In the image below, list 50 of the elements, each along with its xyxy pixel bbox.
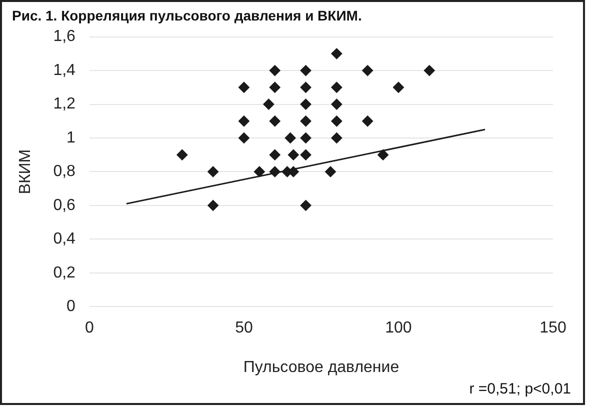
point — [284, 132, 296, 144]
point — [362, 116, 374, 127]
y-tick-label: 0 — [66, 298, 76, 316]
point — [269, 65, 280, 76]
x-axis-title: Пульсовое давление — [243, 358, 400, 376]
x-tick-label: 150 — [540, 320, 566, 337]
point — [331, 116, 342, 127]
y-axis-title: ВКИМ — [17, 149, 34, 194]
point — [378, 149, 389, 160]
point — [269, 166, 280, 178]
point — [300, 116, 312, 127]
y-tick-label: 1,2 — [53, 96, 76, 113]
point — [208, 200, 219, 211]
point — [331, 48, 342, 60]
x-tick-label: 0 — [84, 320, 94, 337]
point — [300, 149, 312, 160]
point — [300, 200, 312, 211]
y-tick-label: 1 — [66, 129, 76, 146]
point — [392, 82, 404, 93]
point — [176, 149, 188, 160]
point — [300, 82, 312, 93]
y-tick-label: 0,6 — [53, 196, 76, 214]
text: r =0,51; p<0,01 — [469, 380, 571, 398]
point — [238, 116, 250, 127]
point — [424, 65, 435, 76]
point — [331, 82, 342, 93]
x-tick-label: 100 — [385, 320, 412, 337]
point — [362, 65, 374, 76]
x-tick-label: 50 — [235, 320, 253, 337]
point — [288, 149, 299, 160]
y-tick-label: 0,4 — [53, 230, 76, 248]
point — [300, 98, 312, 110]
chart-title: Рис. 1. Корреляция пульсового давления и ВКИМ. — [12, 7, 362, 24]
point — [331, 132, 342, 144]
point — [269, 82, 280, 93]
point — [254, 166, 265, 178]
y-tick-label: 1,4 — [53, 62, 76, 79]
point — [208, 166, 219, 178]
point — [269, 116, 280, 127]
y-tick-label: 0,2 — [53, 264, 76, 282]
y-tick-label: 1,6 — [53, 28, 76, 46]
point — [324, 166, 336, 178]
point — [238, 132, 250, 144]
point — [238, 82, 250, 93]
point — [263, 98, 274, 110]
y-tick-label: 0,8 — [53, 163, 76, 180]
point — [300, 65, 312, 76]
point — [331, 98, 342, 110]
point — [269, 149, 280, 160]
point — [300, 132, 312, 144]
